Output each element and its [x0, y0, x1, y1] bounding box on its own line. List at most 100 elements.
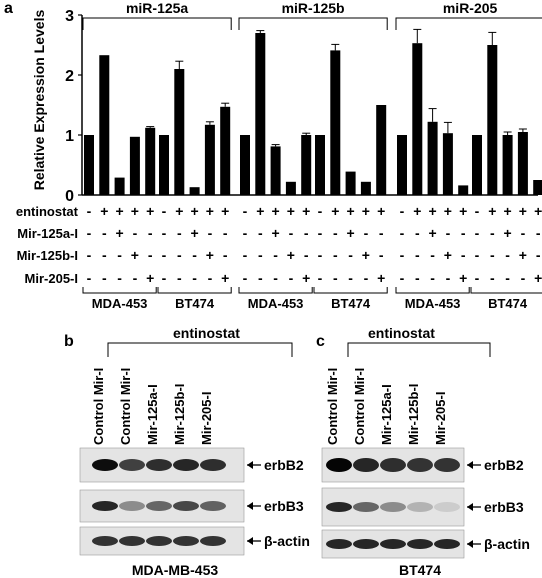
cell-line-bracket — [395, 287, 470, 294]
treatment-sign: + — [206, 203, 214, 219]
treatment-sign: + — [287, 247, 295, 263]
group-title: miR-205 — [443, 0, 498, 16]
blot-band — [434, 458, 460, 472]
treatment-sign: + — [362, 203, 370, 219]
treatment-sign: + — [287, 203, 295, 219]
blot-band — [200, 536, 226, 546]
bar — [84, 135, 94, 195]
bar — [204, 124, 215, 195]
bar — [487, 45, 498, 195]
treatment-sign: + — [175, 203, 183, 219]
bar — [114, 177, 125, 195]
cell-line-label: MDA-453 — [248, 296, 304, 311]
treatment-sign: - — [475, 225, 480, 241]
treatment-sign: + — [413, 203, 421, 219]
blot-band — [119, 459, 145, 471]
bar — [255, 33, 266, 195]
cell-line-label: BT474 — [175, 296, 215, 311]
panel-c-cell-line: BT474 — [399, 562, 441, 578]
blot-band — [173, 536, 199, 546]
treatment-sign: + — [206, 247, 214, 263]
treatment-sign: - — [273, 270, 278, 286]
treatment-sign: + — [272, 203, 280, 219]
treatment-sign: - — [379, 225, 384, 241]
blot-band — [200, 459, 226, 471]
bar — [458, 185, 469, 195]
arrow-head — [247, 502, 253, 510]
panel-a-label: a — [4, 0, 13, 17]
blot-label: erbB2 — [484, 457, 524, 473]
treatment-sign: - — [162, 270, 167, 286]
treatment-sign: - — [133, 225, 138, 241]
treatment-sign: + — [131, 203, 139, 219]
treatment-sign: - — [415, 270, 420, 286]
blot-band — [380, 502, 406, 512]
y-tick-label: 3 — [65, 8, 74, 25]
blot-band — [200, 501, 226, 511]
treatment-sign: - — [475, 270, 480, 286]
cell-line-label: BT474 — [488, 296, 528, 311]
group-bracket — [82, 17, 232, 30]
treatment-sign: + — [362, 247, 370, 263]
cell-line-bracket — [470, 287, 542, 294]
lane-label: Control Mir-I — [325, 368, 340, 445]
treatment-sign: + — [100, 203, 108, 219]
bar — [315, 135, 325, 195]
treatment-sign: + — [459, 270, 467, 286]
treatment-sign: - — [490, 225, 495, 241]
blot-band — [353, 539, 379, 549]
blot-band — [353, 458, 379, 472]
treatment-sign: - — [379, 247, 384, 263]
treatment-sign: + — [504, 203, 512, 219]
treatment-sign: + — [429, 203, 437, 219]
treatment-sign: + — [377, 270, 385, 286]
treatment-sign: - — [87, 225, 92, 241]
bar — [174, 69, 185, 195]
lane-label: Mir-205-I — [433, 392, 448, 445]
treatment-sign: + — [302, 203, 310, 219]
treatment-sign: - — [318, 203, 323, 219]
bar — [285, 181, 296, 195]
bar — [330, 50, 341, 196]
treatment-sign: + — [504, 225, 512, 241]
treatment-sign: - — [348, 247, 353, 263]
treatment-sign: - — [102, 247, 107, 263]
arrow-head — [467, 461, 473, 469]
y-tick-label: 1 — [65, 128, 74, 145]
treatment-sign: + — [347, 203, 355, 219]
panel-b-cell-line: MDA-MB-453 — [132, 562, 219, 578]
cell-line-label: BT474 — [331, 296, 371, 311]
bar — [220, 106, 231, 195]
treatment-sign: + — [444, 247, 452, 263]
treatment-sign: + — [146, 270, 154, 286]
blot-band — [173, 459, 199, 471]
treatment-sign: - — [318, 270, 323, 286]
treatment-sign: - — [521, 225, 526, 241]
treatment-sign: - — [258, 247, 263, 263]
treatment-sign: - — [117, 247, 122, 263]
treatment-sign: - — [87, 203, 92, 219]
treatment-sign: - — [400, 270, 405, 286]
treatment-sign: + — [331, 203, 339, 219]
treatment-sign: - — [117, 270, 122, 286]
treatment-sign: - — [400, 225, 405, 241]
lane-label: Control Mir-I — [91, 368, 106, 445]
blot-band — [380, 458, 406, 472]
treatment-sign: - — [258, 270, 263, 286]
treatment-sign: - — [461, 247, 466, 263]
treatment-sign: - — [243, 225, 248, 241]
blot-label: β-actin — [484, 536, 530, 552]
treatment-sign: - — [490, 247, 495, 263]
lane-label: Mir-125b-I — [172, 384, 187, 445]
treatment-sign: - — [505, 270, 510, 286]
treatment-sign: - — [415, 247, 420, 263]
treatment-sign: - — [148, 225, 153, 241]
treatment-sign: + — [191, 225, 199, 241]
treatment-sign: - — [304, 225, 309, 241]
treatment-sign: - — [536, 247, 541, 263]
blot-band — [434, 502, 460, 512]
treatment-sign: + — [519, 203, 527, 219]
treatment-sign: + — [256, 203, 264, 219]
treatment-sign: - — [273, 247, 278, 263]
treatment-table: entinostat - + + + + - + + + + - + + + + - + + + + - + + + + - + + + +… — [16, 203, 542, 311]
